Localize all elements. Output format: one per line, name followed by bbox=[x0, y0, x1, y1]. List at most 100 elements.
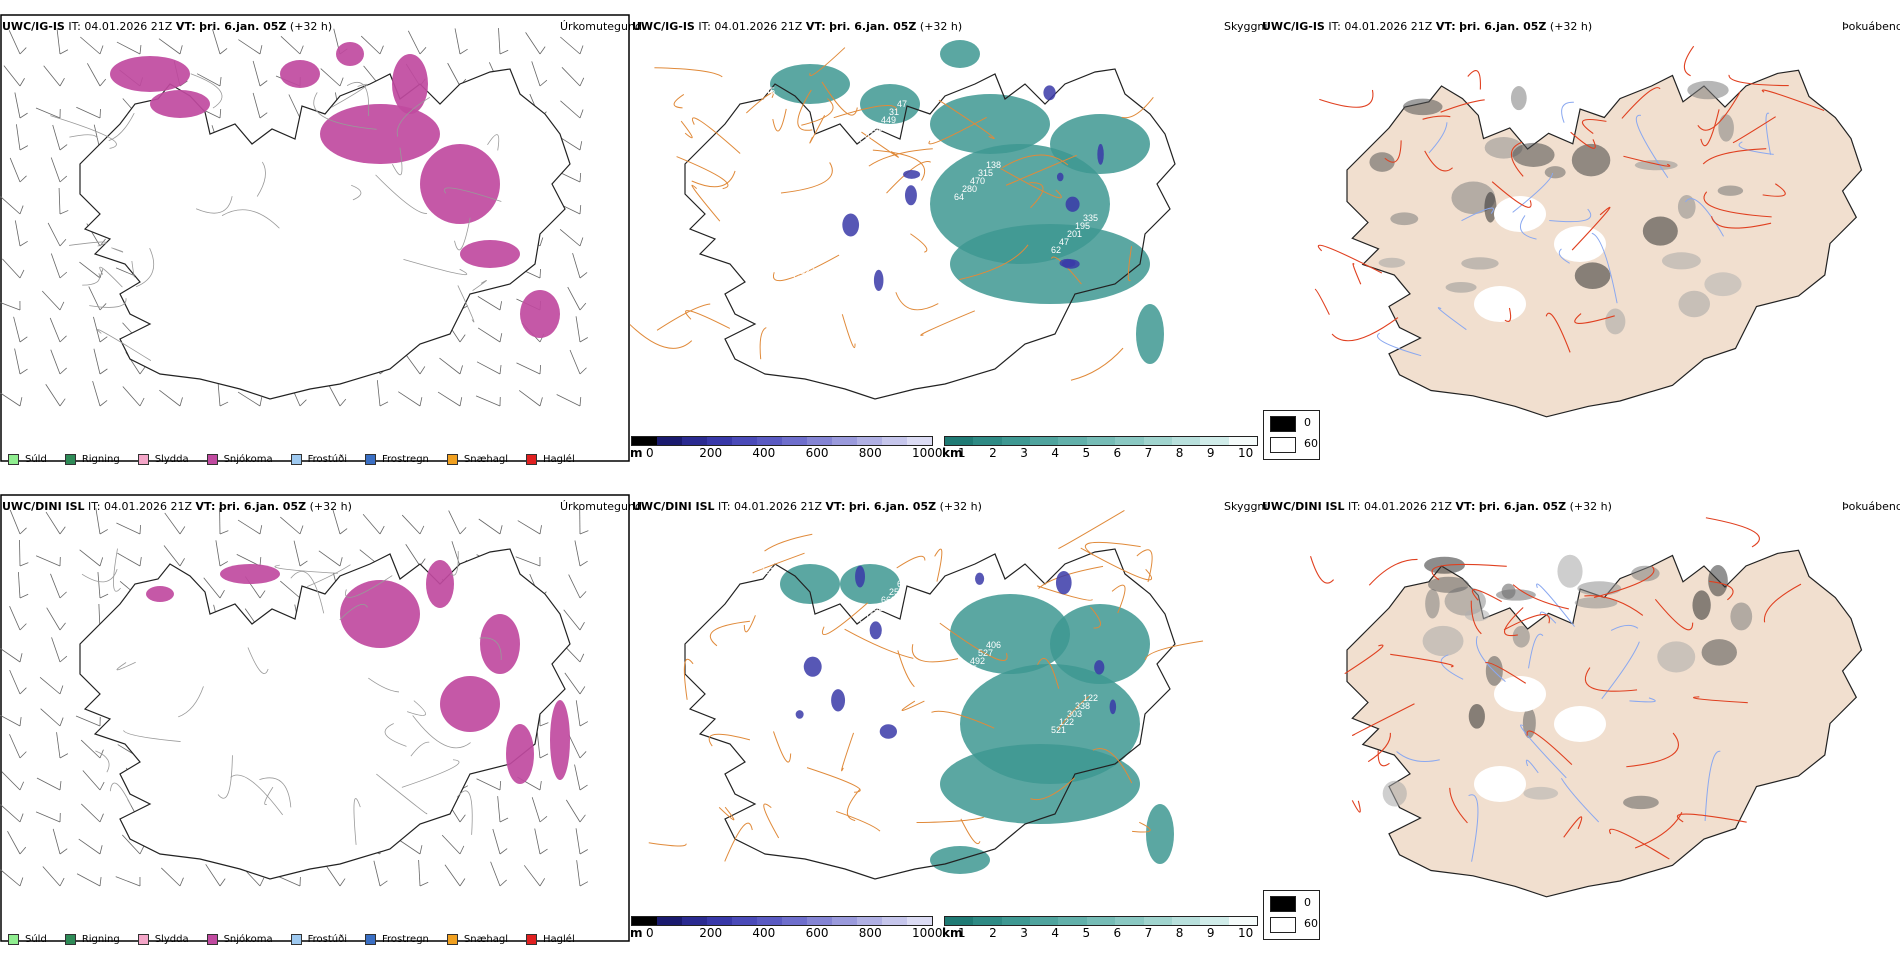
fog-area bbox=[1718, 114, 1734, 141]
wind-barb bbox=[0, 869, 20, 886]
legend-label: Frostúði bbox=[308, 454, 347, 465]
wind-barb-flag bbox=[60, 781, 61, 790]
wind-barb bbox=[47, 608, 60, 630]
wind-barb bbox=[319, 551, 340, 566]
colorbar-tick: 3 bbox=[1020, 446, 1028, 460]
wind-barb-flag bbox=[20, 369, 28, 374]
legend-label: Slydda bbox=[155, 454, 189, 465]
ceiling-area bbox=[831, 689, 845, 711]
wind-barb bbox=[439, 358, 460, 374]
wind-barb-flag bbox=[220, 561, 228, 566]
precip-legend-item: Snjókoma bbox=[207, 454, 273, 465]
wind-barb-flag bbox=[220, 109, 221, 118]
wind-barb bbox=[50, 574, 60, 598]
wind-barb-flag bbox=[140, 846, 144, 854]
wind-barb-flag bbox=[60, 399, 65, 406]
road-line bbox=[773, 109, 786, 131]
colorbar-swatch bbox=[945, 437, 973, 445]
road-line bbox=[898, 650, 915, 686]
wind-barb bbox=[445, 865, 460, 886]
road-line bbox=[760, 328, 766, 360]
road-line bbox=[842, 314, 855, 347]
wind-barb bbox=[0, 392, 20, 406]
wind-barb-flag bbox=[60, 145, 67, 150]
wind-barb-flag bbox=[20, 48, 26, 54]
legend-swatch bbox=[291, 934, 302, 945]
wind-barb-flag bbox=[140, 557, 141, 566]
wind-barb bbox=[98, 572, 100, 598]
wind-barb bbox=[40, 677, 60, 694]
glacier-area bbox=[1474, 286, 1526, 322]
wind-barb bbox=[15, 349, 20, 374]
fog-area bbox=[1635, 160, 1678, 170]
road-line bbox=[1684, 46, 1693, 76]
snow-area bbox=[110, 56, 190, 92]
snow-area bbox=[146, 586, 174, 602]
wind-barb bbox=[161, 868, 180, 886]
precip-legend-item: Slydda bbox=[138, 934, 189, 945]
legend-label: Frostregn bbox=[382, 454, 429, 465]
wind-barb bbox=[573, 253, 580, 278]
road-line bbox=[842, 733, 854, 771]
wind-barb-flag bbox=[500, 849, 507, 854]
visibility-areas-row2 bbox=[780, 564, 1174, 874]
road-line bbox=[910, 234, 926, 252]
road-line bbox=[1352, 800, 1360, 812]
wind-barb bbox=[15, 220, 20, 246]
colorbar-swatch bbox=[657, 917, 682, 925]
colorbar-swatch bbox=[632, 917, 657, 925]
wind-barb-flag bbox=[100, 46, 103, 54]
visibility-area bbox=[940, 744, 1140, 824]
ceiling-area bbox=[804, 657, 822, 677]
fog-area bbox=[1523, 708, 1536, 739]
wind-barb-flag bbox=[420, 882, 428, 886]
wind-barb bbox=[402, 515, 420, 534]
colorbar-swatch bbox=[707, 437, 732, 445]
wind-barb bbox=[46, 384, 60, 406]
wind-barb-flag bbox=[580, 815, 585, 822]
fog-legend-row2: 0 60 bbox=[1263, 890, 1320, 940]
wind-barb bbox=[51, 158, 60, 182]
road-line bbox=[100, 267, 123, 287]
wind-barb bbox=[42, 291, 60, 310]
wind-barb bbox=[76, 107, 100, 118]
road-line bbox=[1468, 71, 1481, 90]
wind-barb bbox=[48, 223, 60, 246]
wind-barb bbox=[116, 877, 140, 886]
road-line bbox=[95, 751, 109, 772]
wind-barb bbox=[9, 30, 20, 54]
wind-barb-flag bbox=[460, 49, 468, 54]
fog-area bbox=[1496, 589, 1536, 600]
wind-barb bbox=[405, 353, 420, 374]
wind-barb bbox=[37, 778, 60, 790]
legend-label: Snjókoma bbox=[224, 934, 273, 945]
colorbar-swatch bbox=[682, 437, 707, 445]
snow-area bbox=[220, 564, 280, 584]
road-line bbox=[674, 94, 684, 107]
wind-barb bbox=[419, 860, 420, 886]
wind-barb-flag bbox=[220, 48, 227, 54]
wind-barb-flag bbox=[540, 397, 542, 406]
fog-area bbox=[1702, 639, 1737, 665]
fog-area bbox=[1423, 626, 1464, 656]
colorbar-tick: 1 bbox=[958, 926, 966, 940]
wind-barb bbox=[498, 28, 500, 54]
wind-barb bbox=[448, 63, 460, 86]
wind-barb bbox=[576, 828, 580, 854]
wind-barb-flag bbox=[580, 686, 585, 694]
legend-label: Snæhagl bbox=[464, 454, 508, 465]
visibility-area bbox=[1136, 304, 1164, 364]
wind-barb-flag bbox=[20, 752, 26, 758]
wind-barb bbox=[294, 541, 300, 566]
wind-barb bbox=[57, 732, 60, 758]
wind-barb-flag bbox=[580, 561, 588, 566]
wind-barb bbox=[46, 512, 60, 534]
snow-area bbox=[420, 144, 500, 224]
visibility-area bbox=[770, 64, 850, 104]
fog-area bbox=[1428, 577, 1469, 593]
fog-area bbox=[1572, 144, 1610, 177]
wind-barb-flag bbox=[260, 878, 264, 886]
wind-barb-flag bbox=[180, 45, 182, 54]
